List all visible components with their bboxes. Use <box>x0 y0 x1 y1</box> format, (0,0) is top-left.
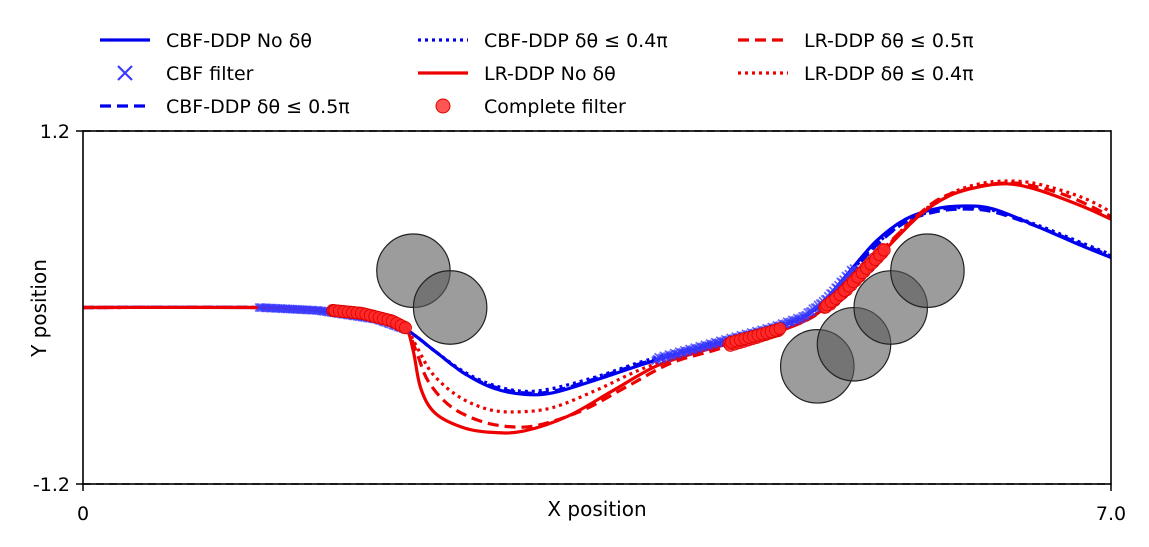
legend-label-2: CBF-DDP δθ ≤ 0.5π <box>166 96 350 118</box>
complete-filter-marker-86 <box>773 322 787 335</box>
legend-label-7: LR-DDP δθ ≤ 0.4π <box>804 63 974 85</box>
legend-label-3: CBF-DDP δθ ≤ 0.4π <box>484 30 668 52</box>
cbf-filter-marker-192 <box>792 313 803 323</box>
legend-entry-3: CBF-DDP δθ ≤ 0.4π <box>418 30 668 52</box>
legend-entry-2: CBF-DDP δθ ≤ 0.5π <box>100 96 350 118</box>
legend-label-5: Complete filter <box>484 96 626 118</box>
legend-label-0: CBF-DDP No δθ <box>166 30 312 52</box>
legend-label-4: LR-DDP No δθ <box>484 63 616 85</box>
legend-label-6: LR-DDP δθ ≤ 0.5π <box>804 30 974 52</box>
y-tick-label-top: 1.2 <box>40 121 70 143</box>
obstacle-1 <box>412 270 488 345</box>
series-line-1 <box>83 207 1111 395</box>
legend: CBF-DDP No δθ CBF filter CBF-DDP δθ ≤ 0.5π… <box>100 30 974 118</box>
marker-layer <box>254 243 891 366</box>
x-axis-label: X position <box>547 497 646 521</box>
legend-swatch-1 <box>117 65 133 81</box>
legend-entry-4: LR-DDP No δθ <box>418 63 616 85</box>
y-tick-label-bottom: -1.2 <box>33 474 70 496</box>
x-tick-label-right: 7.0 <box>1096 503 1126 525</box>
legend-swatch-5 <box>435 98 451 114</box>
series-line-5 <box>83 179 1111 414</box>
legend-entry-6: LR-DDP δθ ≤ 0.5π <box>738 30 974 52</box>
series-line-4 <box>83 181 1111 429</box>
cbf-filter-marker-194 <box>803 307 813 318</box>
legend-entry-7: LR-DDP δθ ≤ 0.4π <box>738 63 974 85</box>
cbf-filter-marker-195 <box>808 304 818 314</box>
plot-frame <box>82 130 1112 485</box>
cbf-filter-marker-191 <box>787 315 797 325</box>
legend-entry-0: CBF-DDP No δθ <box>100 30 312 52</box>
x-tick-label-left: 0 <box>77 503 89 525</box>
series-line-0 <box>83 204 1111 397</box>
complete-filter-marker-50 <box>399 321 412 335</box>
plot-area <box>82 130 1112 485</box>
obstacle-5 <box>890 233 965 309</box>
cbf-filter-marker-193 <box>797 311 808 321</box>
y-axis-label: Y position <box>27 259 51 358</box>
series-layer <box>83 179 1111 435</box>
obstacle-layer <box>376 233 965 404</box>
legend-entry-1: CBF filter <box>117 63 254 85</box>
legend-label-1: CBF filter <box>166 63 254 85</box>
complete-filter-marker-128 <box>877 243 891 257</box>
series-line-2 <box>83 205 1111 394</box>
legend-entry-5: Complete filter <box>435 96 626 118</box>
